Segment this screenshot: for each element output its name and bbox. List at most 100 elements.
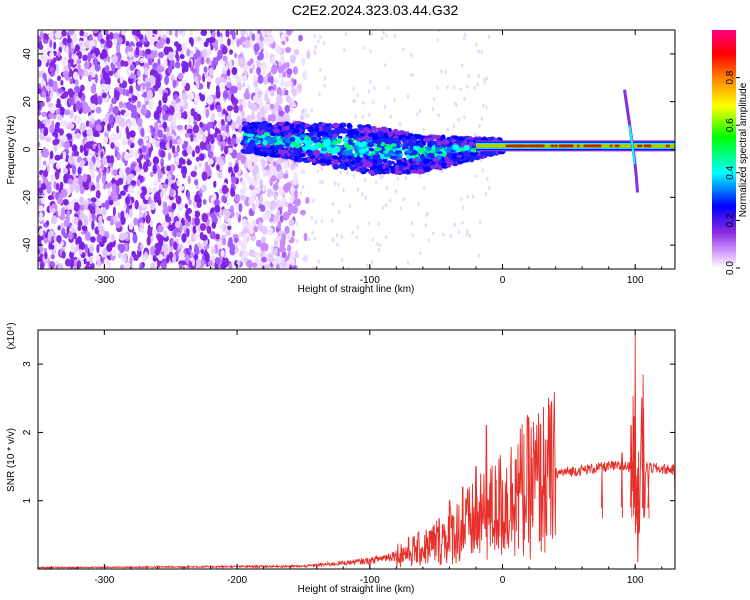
heatmap-noise-cell bbox=[317, 39, 320, 44]
heatmap-noise-cell bbox=[177, 72, 184, 80]
heatmap-noise-cell bbox=[80, 204, 85, 211]
y-tick-label: -40 bbox=[22, 237, 33, 252]
heatmap-noise-cell bbox=[261, 242, 266, 250]
heatmap-signal-cell bbox=[419, 147, 428, 152]
heatmap-noise-cell bbox=[175, 195, 182, 205]
heatmap-noise-cell bbox=[182, 111, 188, 120]
heatmap-noise-cell bbox=[198, 162, 202, 168]
heatmap-noise-cell bbox=[276, 209, 280, 215]
heatmap-noise-cell bbox=[124, 151, 130, 161]
heatmap-noise-cell bbox=[300, 209, 306, 216]
heatmap-noise-cell bbox=[92, 57, 98, 66]
heatmap-noise-cell bbox=[147, 125, 151, 134]
heatmap-noise-cell bbox=[110, 218, 114, 226]
heatmap-noise-cell bbox=[94, 73, 98, 84]
heatmap-noise-cell bbox=[216, 105, 222, 113]
heatmap-noise-cell bbox=[166, 254, 170, 263]
heatmap-noise-cell bbox=[99, 241, 105, 248]
heatmap-noise-cell bbox=[72, 71, 79, 80]
heatmap-noise-cell bbox=[282, 71, 287, 78]
heatmap-noise-cell bbox=[167, 115, 173, 122]
heatmap-noise-cell bbox=[113, 38, 118, 47]
heatmap-noise-cell bbox=[284, 104, 290, 114]
heatmap-noise-cell bbox=[131, 250, 136, 258]
heatmap-noise-cell bbox=[312, 198, 315, 203]
heatmap-noise-cell bbox=[172, 139, 179, 145]
heatmap-noise-cell bbox=[369, 49, 372, 54]
heatmap-noise-cell bbox=[211, 30, 216, 38]
heatmap-noise-cell bbox=[331, 238, 335, 243]
heatmap-signal-cell bbox=[416, 168, 425, 175]
heatmap-noise-cell bbox=[268, 36, 275, 44]
heatmap-noise-cell bbox=[335, 233, 339, 238]
heatmap-noise-cell bbox=[375, 180, 378, 185]
heatmap-noise-cell bbox=[199, 231, 204, 240]
heatmap-signal-cell bbox=[451, 138, 457, 143]
heatmap-noise-cell bbox=[91, 220, 95, 231]
heatmap-noise-cell bbox=[356, 93, 359, 98]
heatmap-noise-cell bbox=[174, 220, 182, 229]
heatmap-noise-cell bbox=[114, 72, 119, 79]
heatmap-noise-cell bbox=[224, 209, 231, 217]
heatmap-noise-cell bbox=[220, 125, 226, 132]
heatmap-noise-cell bbox=[220, 263, 227, 269]
heatmap-noise-cell bbox=[193, 245, 200, 256]
heatmap-noise-cell bbox=[162, 113, 168, 121]
y-tick-label: 0 bbox=[22, 146, 33, 152]
heatmap-noise-cell bbox=[272, 260, 278, 266]
heatmap-noise-cell bbox=[266, 211, 272, 220]
heatmap-noise-cell bbox=[48, 79, 54, 87]
heatmap-noise-cell bbox=[152, 254, 157, 262]
heatmap-noise-cell bbox=[334, 181, 337, 186]
heatmap-signal-cell bbox=[319, 159, 327, 164]
heatmap-signal-cell bbox=[325, 138, 331, 145]
heatmap-noise-cell bbox=[158, 237, 164, 248]
heatmap-noise-cell bbox=[55, 183, 60, 191]
heatmap-noise-cell bbox=[128, 85, 134, 95]
heatmap-noise-cell bbox=[260, 61, 267, 70]
heatmap-signal-cell bbox=[310, 136, 318, 142]
heatmap-noise-cell bbox=[133, 217, 139, 226]
heatmap-signal-cell bbox=[326, 159, 332, 165]
heatmap-signal-cell bbox=[468, 142, 473, 147]
heatmap-noise-cell bbox=[216, 238, 223, 249]
heatmap-signal-cell bbox=[362, 126, 370, 133]
heatmap-noise-cell bbox=[422, 127, 425, 132]
heatmap-noise-cell bbox=[224, 187, 229, 194]
heatmap-noise-cell bbox=[148, 147, 152, 157]
heatmap-signal-cell bbox=[383, 132, 388, 138]
heatmap-noise-cell bbox=[255, 218, 260, 225]
heatmap-noise-cell bbox=[103, 258, 110, 265]
heatmap-noise-cell bbox=[247, 177, 252, 183]
heatmap-noise-cell bbox=[338, 210, 341, 215]
heatmap-noise-cell bbox=[133, 74, 137, 83]
heatmap-noise-cell bbox=[160, 190, 164, 199]
heatmap-noise-cell bbox=[362, 100, 365, 105]
heatmap-noise-cell bbox=[431, 107, 434, 112]
heatmap-noise-cell bbox=[275, 109, 279, 119]
heatmap-signal-cell bbox=[256, 144, 262, 148]
heatmap-signal-cell bbox=[282, 155, 290, 159]
heatmap-noise-cell bbox=[147, 57, 153, 66]
heatmap-noise-cell bbox=[281, 233, 286, 243]
heatmap-noise-cell bbox=[238, 203, 243, 213]
heatmap-noise-cell bbox=[140, 127, 145, 138]
heatmap-signal-cell bbox=[311, 158, 317, 164]
heatmap-signal-cell bbox=[277, 144, 285, 149]
heatmap-noise-cell bbox=[165, 37, 171, 45]
heatmap-noise-cell bbox=[88, 74, 92, 82]
heatmap-signal-cell bbox=[275, 154, 281, 158]
heatmap-noise-cell bbox=[264, 93, 268, 102]
heatmap-noise-cell bbox=[171, 202, 177, 210]
heatmap-noise-cell bbox=[293, 79, 297, 86]
heatmap-noise-cell bbox=[243, 237, 248, 245]
heatmap-noise-cell bbox=[266, 30, 270, 37]
heatmap-noise-cell bbox=[95, 124, 102, 132]
heatmap-noise-cell bbox=[437, 113, 440, 118]
heatmap-noise-cell bbox=[291, 85, 294, 90]
heatmap-noise-cell bbox=[241, 180, 247, 187]
heatmap-noise-cell bbox=[128, 223, 134, 230]
heatmap-noise-cell bbox=[481, 168, 485, 173]
heatmap-noise-cell bbox=[290, 194, 294, 205]
colorbar-tick-label: 0.8 bbox=[725, 70, 736, 84]
